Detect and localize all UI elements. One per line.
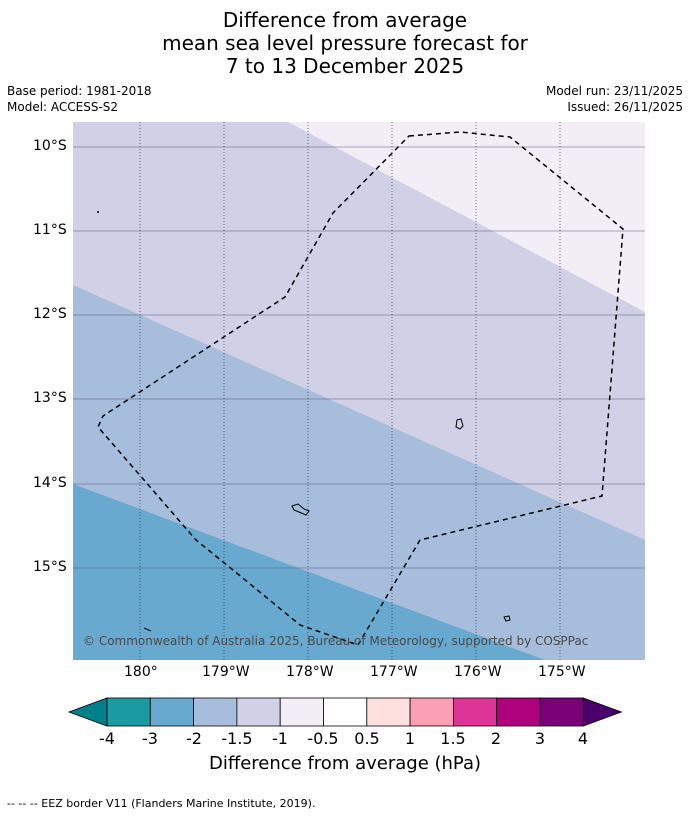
colorbar-title: Difference from average (hPa) <box>208 753 482 774</box>
colorbar-tick-label: 3 <box>534 729 546 748</box>
colorbar-segment <box>409 697 454 727</box>
lon-label-177w: 177°W <box>370 664 418 680</box>
colorbar-segment <box>193 697 238 727</box>
colorbar-arrow-low <box>67 697 108 727</box>
colorbar-tick-label: -0.5 <box>307 729 339 748</box>
colorbar <box>67 697 623 727</box>
colorbar-tick-label: 0.5 <box>354 729 380 748</box>
island-northwest <box>97 211 99 213</box>
colorbar-tick-label: -1.5 <box>221 729 253 748</box>
lat-label-11s: 11°S <box>33 222 67 238</box>
band-minus-2 <box>73 484 545 660</box>
colorbar-segment <box>323 697 368 727</box>
eez-legend-note: -- -- -- EEZ border V11 (Flanders Marine… <box>7 797 316 810</box>
title-line-2: mean sea level pressure forecast for <box>162 31 528 55</box>
colorbar-segment <box>106 697 151 727</box>
colorbar-segment <box>496 697 541 727</box>
lon-label-178w: 178°W <box>286 664 334 680</box>
colorbar-segment <box>452 697 498 727</box>
title-line-1: Difference from average <box>222 8 468 32</box>
lat-label-12s: 12°S <box>33 306 67 322</box>
latitude-gridlines <box>73 146 645 569</box>
model-name: Model: ACCESS-S2 <box>7 100 119 114</box>
colorbar-segment <box>149 697 195 727</box>
lat-label-10s: 10°S <box>33 138 67 154</box>
colorbar-segment <box>236 697 281 727</box>
colorbar-segment <box>539 697 584 727</box>
lat-label-13s: 13°S <box>33 390 67 406</box>
colorbar-segment <box>366 697 411 727</box>
colorbar-tick-label: 2 <box>490 729 502 748</box>
base-period: Base period: 1981-2018 <box>7 84 152 98</box>
eez-border <box>97 131 624 646</box>
colorbar-tick-label: -1 <box>272 729 288 748</box>
colorbar-tick-label: 4 <box>577 729 589 748</box>
lon-label-180: 180° <box>124 664 158 680</box>
colorbar-tick-label: 1 <box>404 729 416 748</box>
island-group-west <box>291 503 310 516</box>
issued-date: Issued: 26/11/2025 <box>567 100 683 114</box>
lat-label-14s: 14°S <box>33 475 67 491</box>
copyright-notice: © Commonwealth of Australia 2025, Bureau… <box>83 634 588 648</box>
lon-label-176w: 176°W <box>454 664 502 680</box>
title-line-3: 7 to 13 December 2025 <box>225 54 465 78</box>
model-run: Model run: 23/11/2025 <box>545 84 683 98</box>
colorbar-tick-label: -4 <box>99 729 115 748</box>
colorbar-tick-label: -3 <box>142 729 158 748</box>
lat-label-15s: 15°S <box>33 559 67 575</box>
colorbar-tick-label: 1.5 <box>440 729 466 748</box>
island-east <box>455 418 464 430</box>
lon-label-179w: 179°W <box>202 664 250 680</box>
lon-label-175w: 175°W <box>538 664 586 680</box>
island-southeast <box>503 615 511 622</box>
island-southwest <box>143 627 152 632</box>
colorbar-segment <box>279 697 324 727</box>
band-minus-0-5 <box>288 122 645 312</box>
colorbar-arrow-high <box>582 697 623 727</box>
colorbar-tick-label: -2 <box>186 729 202 748</box>
